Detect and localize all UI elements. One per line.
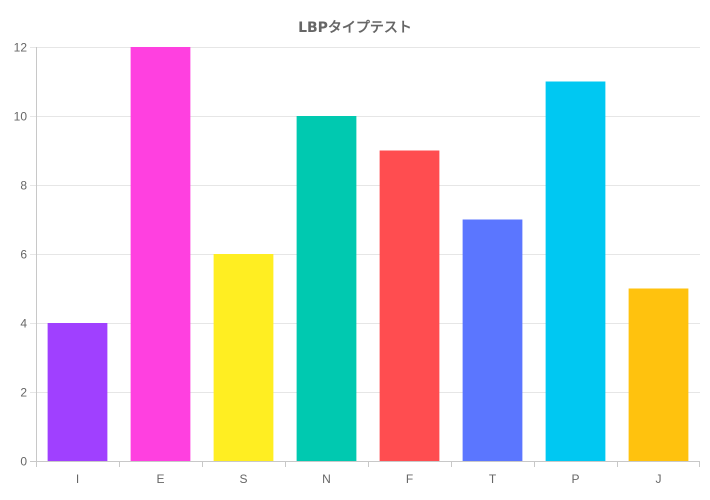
- bar-P: [545, 81, 606, 461]
- x-tick-label: S: [239, 472, 247, 486]
- y-tick-label: 2: [20, 386, 27, 400]
- bar-N: [296, 116, 357, 461]
- y-tick-label: 6: [20, 248, 27, 262]
- bar-S: [213, 254, 274, 461]
- x-tick-label: N: [322, 472, 331, 486]
- x-tick-label: E: [156, 472, 164, 486]
- y-tick-label: 4: [20, 317, 27, 331]
- y-tick-label: 10: [14, 110, 28, 124]
- bar-J: [628, 288, 689, 461]
- bar-E: [130, 47, 191, 461]
- y-tick-label: 0: [20, 455, 27, 469]
- bar-T: [462, 219, 523, 461]
- y-tick-label: 12: [14, 41, 28, 55]
- bar-I: [47, 323, 108, 461]
- bar-F: [379, 150, 440, 461]
- x-tick-label: T: [489, 472, 497, 486]
- x-tick-label: P: [571, 472, 579, 486]
- x-tick-label: F: [406, 472, 413, 486]
- y-tick-label: 8: [20, 179, 27, 193]
- x-tick-label: J: [656, 472, 662, 486]
- x-tick-label: I: [76, 472, 79, 486]
- chart-title: LBPタイプテスト: [298, 20, 412, 36]
